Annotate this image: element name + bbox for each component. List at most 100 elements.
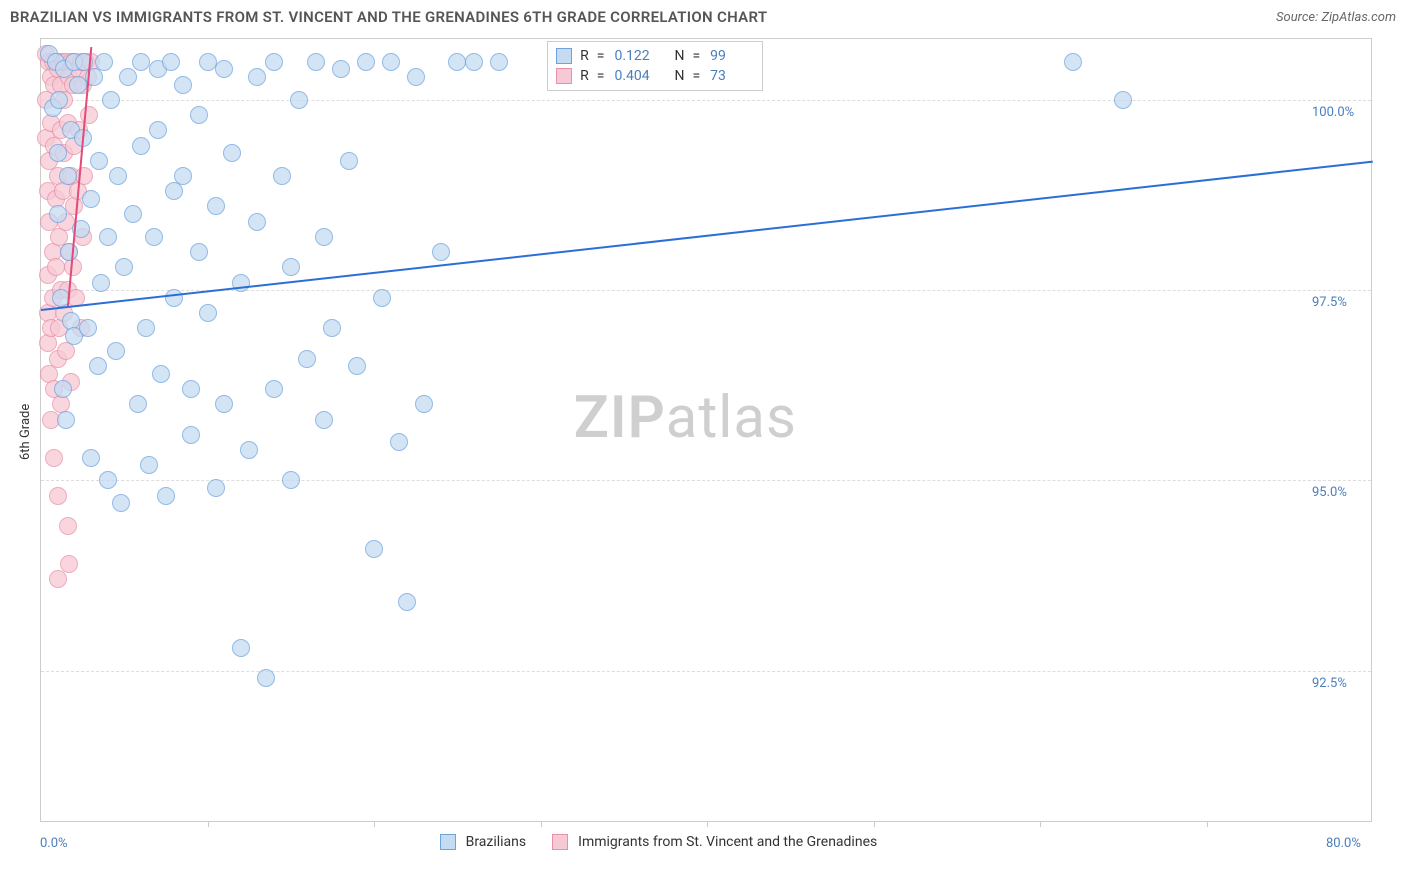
scatter-point xyxy=(340,152,358,170)
chart-header: BRAZILIAN VS IMMIGRANTS FROM ST. VINCENT… xyxy=(0,0,1406,34)
scatter-point xyxy=(54,380,72,398)
scatter-point xyxy=(365,540,383,558)
legend-swatch xyxy=(552,834,568,850)
watermark: ZIPatlas xyxy=(574,384,797,452)
eq-sign: = xyxy=(692,68,700,84)
scatter-point xyxy=(348,357,366,375)
scatter-point xyxy=(332,60,350,78)
scatter-point xyxy=(257,669,275,687)
stat-r-label: R xyxy=(580,68,589,84)
scatter-point xyxy=(59,517,77,535)
scatter-point xyxy=(137,319,155,337)
scatter-point xyxy=(490,53,508,71)
stats-row: R = 0.404 N = 73 xyxy=(556,66,754,86)
stat-r-label: R xyxy=(580,48,589,64)
x-axis-end-label: 80.0% xyxy=(1326,836,1361,851)
scatter-point xyxy=(109,167,127,185)
scatter-point xyxy=(99,471,117,489)
x-tick xyxy=(1207,821,1208,827)
stat-r-value: 0.122 xyxy=(614,48,658,64)
scatter-point xyxy=(57,411,75,429)
scatter-point xyxy=(174,76,192,94)
stat-n-label: N xyxy=(674,48,684,64)
scatter-point xyxy=(307,53,325,71)
legend-label: Brazilians xyxy=(466,834,527,850)
scatter-point xyxy=(315,411,333,429)
scatter-point xyxy=(49,570,67,588)
scatter-point xyxy=(90,152,108,170)
scatter-point xyxy=(60,555,78,573)
eq-sign: = xyxy=(597,68,605,84)
x-tick xyxy=(707,821,708,827)
scatter-point xyxy=(79,319,97,337)
scatter-point xyxy=(89,357,107,375)
scatter-point xyxy=(373,289,391,307)
scatter-point xyxy=(190,106,208,124)
scatter-point xyxy=(149,121,167,139)
scatter-point xyxy=(47,258,65,276)
scatter-point xyxy=(248,213,266,231)
scatter-plot-area: ZIPatlas R = 0.122 N = 99 R = 0.404 N = 73 xyxy=(40,38,1372,822)
scatter-point xyxy=(415,395,433,413)
bottom-legend: BraziliansImmigrants from St. Vincent an… xyxy=(440,834,894,850)
gridline xyxy=(41,671,1371,672)
scatter-point xyxy=(107,342,125,360)
scatter-point xyxy=(207,479,225,497)
scatter-point xyxy=(432,243,450,261)
x-tick xyxy=(541,821,542,827)
eq-sign: = xyxy=(692,48,700,64)
scatter-point xyxy=(99,228,117,246)
stat-n-value: 73 xyxy=(710,68,754,84)
scatter-point xyxy=(315,228,333,246)
scatter-point xyxy=(65,197,83,215)
scatter-point xyxy=(1114,91,1132,109)
scatter-point xyxy=(50,91,68,109)
y-tick-label: 97.5% xyxy=(1312,295,1347,310)
scatter-point xyxy=(290,91,308,109)
scatter-point xyxy=(215,60,233,78)
legend-swatch xyxy=(556,68,572,84)
scatter-point xyxy=(132,137,150,155)
scatter-point xyxy=(157,487,175,505)
scatter-point xyxy=(145,228,163,246)
chart-source: Source: ZipAtlas.com xyxy=(1276,10,1396,25)
scatter-point xyxy=(162,53,180,71)
source-prefix: Source: xyxy=(1276,10,1321,25)
y-tick-label: 95.0% xyxy=(1312,485,1347,500)
stat-n-value: 99 xyxy=(710,48,754,64)
scatter-point xyxy=(182,426,200,444)
y-tick-label: 100.0% xyxy=(1312,105,1354,120)
trend-line xyxy=(41,161,1373,311)
stat-n-label: N xyxy=(674,68,684,84)
scatter-point xyxy=(119,68,137,86)
scatter-point xyxy=(357,53,375,71)
scatter-point xyxy=(49,144,67,162)
scatter-point xyxy=(152,365,170,383)
gridline xyxy=(41,100,1371,101)
scatter-point xyxy=(92,274,110,292)
scatter-point xyxy=(265,380,283,398)
scatter-point xyxy=(265,53,283,71)
scatter-point xyxy=(282,471,300,489)
scatter-point xyxy=(448,53,466,71)
stat-r-value: 0.404 xyxy=(614,68,658,84)
scatter-point xyxy=(82,449,100,467)
scatter-point xyxy=(323,319,341,337)
scatter-point xyxy=(165,289,183,307)
scatter-point xyxy=(232,639,250,657)
scatter-point xyxy=(407,68,425,86)
scatter-point xyxy=(174,167,192,185)
source-name: ZipAtlas.com xyxy=(1321,10,1396,25)
y-tick-label: 92.5% xyxy=(1312,676,1347,691)
scatter-point xyxy=(102,91,120,109)
scatter-point xyxy=(49,205,67,223)
scatter-point xyxy=(95,53,113,71)
scatter-point xyxy=(398,593,416,611)
x-tick xyxy=(1040,821,1041,827)
stats-row: R=0.122N=99 xyxy=(556,46,754,66)
scatter-point xyxy=(182,380,200,398)
stats-box: R = 0.122 N = 99 R = 0.404 N = 73 xyxy=(547,41,763,91)
x-tick xyxy=(208,821,209,827)
x-tick xyxy=(374,821,375,827)
scatter-point xyxy=(215,395,233,413)
